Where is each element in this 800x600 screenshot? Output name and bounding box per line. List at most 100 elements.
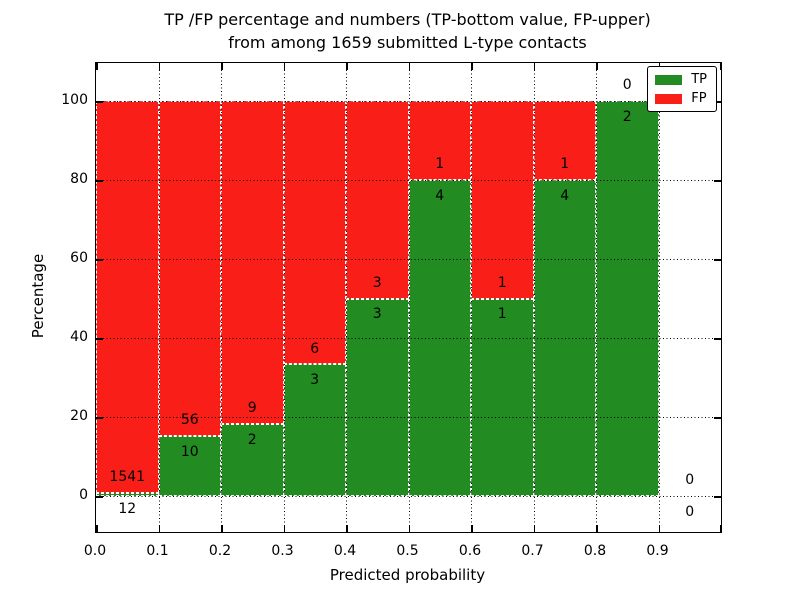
tp-bar-0.8-0.9	[596, 101, 659, 496]
y-tick-left-80	[96, 180, 103, 182]
tp-count-label-0.7-0.8: 4	[560, 187, 570, 204]
tp-count-label-0.0-0.1: 12	[118, 500, 137, 517]
x-tick-label-0.9: 0.9	[646, 543, 669, 559]
tp-count-label-0.5-0.6: 4	[435, 187, 445, 204]
x-tick-bottom-0	[96, 525, 98, 532]
y-axis-label: Percentage	[29, 253, 47, 339]
x-tick-label-0.4: 0.4	[333, 543, 357, 559]
v-gridline-0.6	[471, 63, 472, 532]
legend: TP FP	[647, 66, 717, 112]
x-tick-label-0.0: 0.0	[83, 543, 107, 559]
y-tick-right-60	[714, 259, 721, 261]
legend-label-fp: FP	[691, 91, 707, 106]
x-tick-label-0.8: 0.8	[583, 543, 607, 559]
v-gridline-0.3	[283, 63, 285, 532]
legend-swatch-tp	[655, 74, 683, 85]
fp-count-label-0.8-0.9: 0	[622, 77, 632, 94]
chart-title-line1: TP /FP percentage and numbers (TP-bottom…	[164, 10, 651, 29]
x-tick-bottom-0.6	[471, 525, 473, 532]
y-tick-right-100	[714, 101, 721, 103]
chart-title-line2: from among 1659 submitted L-type contact…	[228, 33, 587, 52]
v-gridline-0.9	[658, 63, 660, 532]
fp-bar-0.6-0.7	[471, 101, 534, 299]
fp-bar-0.0-0.1	[96, 101, 159, 493]
y-tick-label-40: 40	[70, 329, 88, 345]
x-tick-top-0.2	[221, 63, 223, 70]
y-tick-left-60	[96, 259, 103, 261]
fp-bar-0.2-0.3	[221, 101, 284, 425]
x-tick-bottom-1	[719, 525, 721, 532]
fp-count-label-0.2-0.3: 9	[247, 400, 257, 417]
fp-count-label-0.5-0.6: 1	[435, 156, 445, 173]
x-tick-label-0.7: 0.7	[521, 543, 544, 559]
x-tick-top-0.3	[283, 63, 285, 70]
tp-count-label-0.1-0.2: 10	[180, 443, 199, 460]
tp-count-label-0.4-0.5: 3	[372, 306, 382, 323]
x-tick-bottom-0.3	[283, 525, 285, 532]
tp-bar-0.6-0.7	[471, 298, 534, 496]
x-tick-label-0.3: 0.3	[271, 543, 294, 559]
x-tick-bottom-0.8	[596, 525, 598, 532]
x-tick-bottom-0.2	[221, 525, 223, 532]
y-tick-right-0	[714, 496, 721, 498]
fp-count-label-0.4-0.5: 3	[372, 274, 382, 291]
y-tick-left-0	[96, 496, 103, 498]
x-tick-top-0.7	[533, 63, 535, 70]
tp-bar-0.4-0.5	[346, 298, 409, 496]
fp-bar-0.1-0.2	[158, 101, 221, 437]
fp-bar-0.4-0.5	[346, 101, 409, 299]
y-tick-label-60: 60	[70, 250, 88, 266]
x-tick-top-0	[96, 63, 98, 70]
v-gridline-0.8	[596, 63, 597, 532]
fp-count-label-0.9-1.0: 0	[685, 472, 695, 489]
x-tick-top-0.4	[346, 63, 348, 70]
plot-area: 1541 12 56 10 9 2 6 3 3 3 1 4 1 1 1 4 0 2 0 0 TP FP	[95, 62, 722, 533]
x-tick-label-0.1: 0.1	[146, 543, 169, 559]
tp-count-label-0.2-0.3: 2	[247, 431, 257, 448]
y-tick-right-20	[714, 417, 721, 419]
fp-bar-0.3-0.4	[283, 101, 346, 365]
x-tick-bottom-0.5	[408, 525, 410, 532]
fp-bar-0.7-0.8	[533, 101, 596, 180]
legend-item-tp: TP	[655, 73, 707, 86]
x-tick-top-0.6	[471, 63, 473, 70]
x-tick-label-0.5: 0.5	[396, 543, 419, 559]
tp-count-label-0.8-0.9: 2	[622, 108, 632, 125]
y-tick-label-20: 20	[70, 408, 88, 424]
fp-count-label-0.0-0.1: 1541	[109, 469, 146, 486]
x-tick-bottom-0.7	[533, 525, 535, 532]
y-tick-label-80: 80	[70, 171, 88, 187]
legend-item-fp: FP	[655, 92, 707, 105]
x-tick-top-1	[719, 63, 721, 70]
legend-label-tp: TP	[691, 72, 707, 87]
y-tick-left-40	[96, 338, 103, 340]
x-tick-label-0.6: 0.6	[458, 543, 482, 559]
x-tick-bottom-0.9	[658, 525, 660, 532]
x-tick-bottom-0.1	[158, 525, 160, 532]
v-gridline-0.7	[533, 63, 535, 532]
v-gridline-0.1	[158, 63, 160, 532]
tp-count-label-0.9-1.0: 0	[685, 503, 695, 520]
tp-bar-0.2-0.3	[221, 424, 284, 496]
fp-bar-0.5-0.6	[408, 101, 471, 180]
y-tick-label-100: 100	[61, 92, 88, 108]
y-tick-left-20	[96, 417, 103, 419]
fp-count-label-0.1-0.2: 56	[180, 412, 199, 429]
x-tick-label-0.2: 0.2	[208, 543, 232, 559]
fp-count-label-0.3-0.4: 6	[310, 340, 320, 357]
y-tick-right-40	[714, 338, 721, 340]
tp-bar-0.0-0.1	[96, 492, 159, 496]
tp-count-label-0.6-0.7: 1	[497, 306, 507, 323]
fp-count-label-0.7-0.8: 1	[560, 156, 570, 173]
tp-count-label-0.3-0.4: 3	[310, 372, 320, 389]
v-gridline-0.4	[346, 63, 347, 532]
x-tick-top-0.8	[596, 63, 598, 70]
x-tick-bottom-0.4	[346, 525, 348, 532]
x-tick-top-0.5	[408, 63, 410, 70]
y-tick-label-0: 0	[79, 487, 88, 503]
y-tick-left-100	[96, 101, 103, 103]
x-tick-top-0.1	[158, 63, 160, 70]
v-gridline-0.5	[408, 63, 410, 532]
y-tick-right-80	[714, 180, 721, 182]
